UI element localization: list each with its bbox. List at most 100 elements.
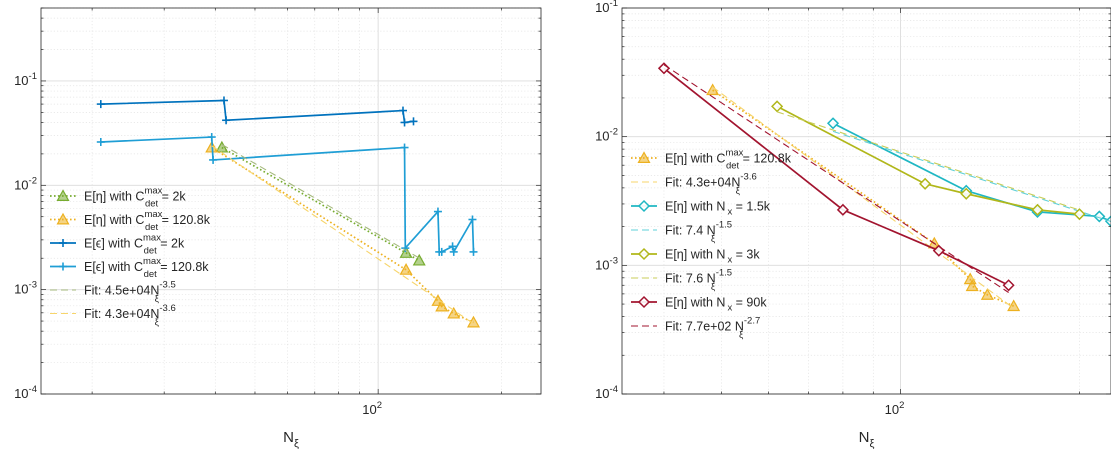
series-6	[657, 62, 1015, 292]
legend-label-tail: = 1.5k	[732, 200, 771, 214]
data-point	[398, 106, 407, 115]
data-point	[1093, 210, 1106, 223]
series-0	[215, 140, 426, 266]
data-point	[399, 263, 413, 275]
y-tick-base: 10	[14, 177, 28, 192]
legend-label-sub: x	[727, 303, 732, 314]
data-point	[400, 118, 409, 127]
legend-label: E[ϵ] with Cmax det = 2k	[84, 233, 185, 257]
legend-item-2: E[ϵ] with Cmax det = 2k	[50, 233, 185, 257]
axes-box	[40, 7, 542, 395]
data-point	[469, 247, 478, 256]
legend-label-sub: ξ	[155, 294, 160, 305]
legend-item-3: E[ϵ] with Cmax det = 120.8k	[50, 256, 209, 280]
data-point	[433, 207, 442, 216]
legend-label-text: E[η] with C	[84, 190, 144, 204]
data-point	[96, 100, 105, 109]
legend-label: E[η] with Cmax det = 120.8k	[84, 209, 211, 233]
legend-label-tail: = 120.8k	[739, 152, 792, 166]
series-2	[96, 96, 418, 127]
legend-label: E[η] with Cmax det = 120.8k	[665, 148, 792, 172]
legend-label-tail: = 120.8k	[158, 213, 211, 227]
legend-label-text: Fit: 7.7e+02 N	[665, 320, 744, 334]
data-point	[1073, 208, 1086, 221]
plot-area	[41, 8, 541, 394]
legend-label-sub: det	[145, 199, 159, 210]
legend-label-text: E[η] with N	[665, 200, 725, 214]
legend-label-sub: x	[727, 207, 732, 218]
data-point	[771, 100, 784, 113]
data-point	[400, 143, 409, 152]
series-4	[221, 144, 420, 259]
y-tick-label: 10-3	[14, 280, 37, 297]
data-point	[435, 299, 449, 312]
data-point	[836, 203, 849, 216]
legend-label-sub: ξ	[739, 330, 744, 341]
legend-marker	[637, 247, 651, 261]
legend-label-sup: max	[725, 148, 743, 159]
legend-label-text: Fit: 4.5e+04N	[84, 284, 159, 298]
legend-marker	[56, 212, 70, 225]
legend-label-sup: max	[144, 186, 162, 197]
x-axis-label: Nξ	[859, 429, 875, 450]
y-tick-exp: -3	[29, 280, 37, 291]
y-tick-label: 10-1	[14, 71, 37, 88]
legend-label-text: E[η] with C	[665, 152, 725, 166]
data-point	[96, 137, 105, 146]
x-tick-base: 10	[885, 402, 899, 417]
y-tick-base: 10	[595, 0, 609, 15]
legend-label: E[η] with Cmax det = 2k	[84, 186, 186, 210]
data-point	[222, 116, 231, 125]
data-point	[409, 117, 418, 126]
legend-item-0: E[η] with Cmax det = 120.8k	[631, 148, 792, 172]
y-tick-exp: -1	[29, 71, 37, 82]
series-line	[832, 130, 1111, 223]
legend-label-sup: max	[144, 209, 162, 220]
legend-label-sup: -3.5	[159, 280, 175, 291]
legend: E[η] with Cmax det = 2kE[η] with Cmax det …	[50, 186, 211, 328]
legend-marker	[637, 295, 651, 309]
legend-item-5: Fit: 7.6 N-1.5 ξ	[631, 268, 732, 293]
y-tick-exp: -1	[610, 0, 618, 9]
series-group	[657, 62, 1111, 312]
series-5	[211, 145, 474, 325]
data-point	[209, 155, 218, 164]
data-point	[215, 140, 229, 153]
data-point	[826, 117, 840, 130]
x-tick-exp: 2	[377, 400, 382, 411]
y-tick-label: 10-1	[595, 0, 618, 15]
legend-item-1: Fit: 4.3e+04N-3.6 ξ	[631, 172, 757, 197]
x-tick-base: 10	[362, 402, 376, 417]
legend-label-sub: det	[145, 222, 159, 233]
legend-item-0: E[η] with Cmax det = 2k	[50, 186, 186, 210]
data-point	[960, 187, 973, 200]
series-line	[211, 145, 474, 325]
grid	[622, 7, 1111, 395]
legend-label-sub: x	[727, 255, 732, 266]
plot-area	[622, 8, 1111, 394]
data-point	[980, 288, 994, 300]
series-7	[663, 64, 1009, 293]
x-axis-label-sub: ξ	[294, 438, 299, 450]
data-point	[468, 215, 477, 224]
legend-label: Fit: 4.3e+04N-3.6 ξ	[84, 303, 176, 328]
legend-label-text: E[η] with N	[665, 296, 725, 310]
series-line	[663, 64, 1009, 293]
legend-label-sup: -3.6	[740, 172, 756, 183]
legend-marker	[59, 239, 67, 247]
y-tick-exp: -3	[610, 255, 618, 266]
legend-label-sub: ξ	[155, 317, 160, 328]
y-tick-exp: -2	[29, 175, 37, 186]
legend-label-tail: = 2k	[158, 190, 186, 204]
series-3	[832, 130, 1111, 223]
x-axis-label: Nξ	[283, 429, 299, 450]
legend-label-sup: -1.5	[716, 220, 732, 231]
x-axis-label-base: N	[859, 429, 870, 446]
data-point	[401, 244, 410, 253]
legend-label-sup: -2.7	[744, 316, 760, 327]
